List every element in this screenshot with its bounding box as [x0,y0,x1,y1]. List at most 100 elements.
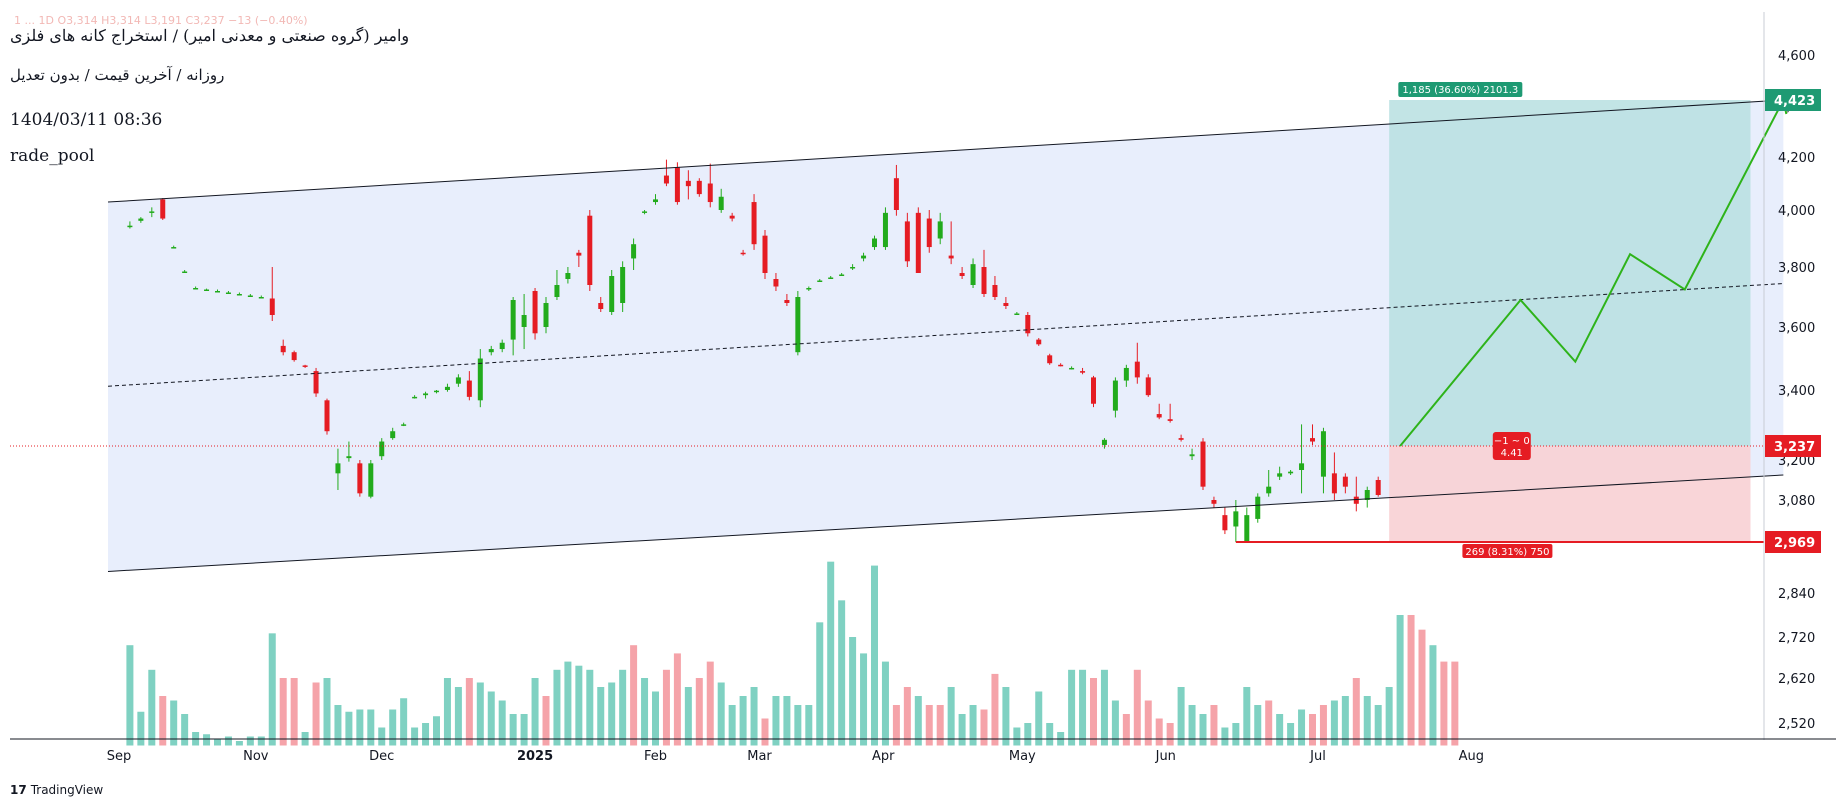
volume-bar-up [203,734,211,746]
channel-upper-line[interactable] [107,99,1784,203]
price-tag-target: 4,423 [1765,89,1821,111]
volume-bar-up [871,565,878,746]
volume-bar-up [1341,696,1349,746]
candle-body [609,276,615,312]
volume-bar-up [794,705,802,746]
target-label-box [1398,82,1523,97]
stop-label-box [1462,544,1553,558]
candle [357,460,363,497]
candle [1178,434,1184,442]
candle [225,291,231,294]
candle [543,297,549,334]
candle-body [444,386,450,390]
candle-body [1255,496,1261,519]
x-axis: Sep Nov Dec 2025 Feb Mar Apr May Jun Jul Aug [107,749,1484,764]
candle-body [1112,380,1118,411]
volume-bar-up [487,691,495,746]
candle [1069,366,1075,370]
y-tick-label: 3,400 [1778,384,1815,399]
candle-body [937,221,943,239]
volume-bar-up [684,687,692,746]
volume-bar-up [783,696,791,746]
volume-bar-up [411,727,419,746]
candle-body [565,273,571,279]
candle [149,207,155,218]
candle [324,398,330,435]
candle [740,249,746,256]
volume-bar-up [914,696,922,746]
channel-lower-line[interactable] [107,474,1784,572]
volume-bar-down [1090,678,1097,746]
volume-bar-up [597,687,605,746]
stop-zone[interactable] [1389,446,1751,542]
candle [631,238,637,270]
volume-bar-up [257,736,265,746]
candle-body [828,277,834,279]
volume-bar-down [706,661,714,746]
chart-datetime: 1404/03/11 08:36 [10,110,163,130]
candle-body [587,215,593,285]
target-zone[interactable] [1389,100,1751,446]
candle [1320,427,1326,494]
volume-bar-up [235,741,243,746]
volume-bar-up [586,669,594,746]
volume-bar-up [443,678,451,746]
candle-body [434,390,439,393]
risk-label-bottom: 4.41 [1501,448,1523,459]
volume-bar-down [465,678,473,746]
projection-path[interactable] [1399,99,1785,447]
volume-bar-down [1451,661,1459,746]
volume-bar-up [1429,645,1437,746]
tradingview-logo-icon: 17 [10,783,27,797]
volume-bar-up [246,736,254,746]
candle-body [521,315,527,327]
tradingview-logo[interactable]: 17 TradingView [10,783,103,797]
risk-label-box [1492,432,1531,460]
price-tag-last-text: 3,237 [1774,440,1815,455]
volume-bar-up [454,687,462,746]
volume-bar-down [1122,714,1130,746]
volume-bar-up [1199,714,1207,746]
candle [401,422,407,427]
candle [269,267,275,321]
volume-bar-up [652,691,659,746]
candle [1156,403,1162,420]
price-tag-stop-text: 2,969 [1774,536,1815,551]
volume-bar-up [268,633,276,746]
price-tag-stop: 2,969 [1765,531,1821,553]
candle-body [1244,515,1250,542]
candle [477,349,483,408]
candle [1123,364,1129,387]
candle [587,210,593,291]
candle-body [915,212,921,273]
volume-bar-down [1265,700,1273,746]
candle [1244,507,1250,542]
candle [390,427,396,440]
candle-body [1233,511,1239,527]
candle-body [784,300,790,303]
candle [138,217,144,223]
volume-bar-up [356,709,364,746]
candle [171,245,177,249]
volume-bar-up [1221,727,1229,746]
candle-body [466,380,472,397]
candle [499,339,505,353]
candle-body [948,255,954,259]
candle-body [1123,367,1129,381]
volume-bar-down [1133,669,1141,746]
candle-body [499,342,505,350]
y-tick-label: 2,840 [1778,587,1815,602]
volume-bar-down [903,687,911,746]
candle-body [390,431,396,439]
candle [598,297,604,312]
volume-bar-down [1210,705,1218,746]
volume-bar-up [422,723,430,746]
candle-body [740,252,746,255]
chart-title: وامير (گروه صنعتی و معدنی امير) / استخرا… [10,26,410,45]
candle [488,345,494,356]
candle [1047,353,1053,365]
candle-body [970,264,976,285]
candle-body [149,211,155,213]
candle-body [773,279,779,287]
